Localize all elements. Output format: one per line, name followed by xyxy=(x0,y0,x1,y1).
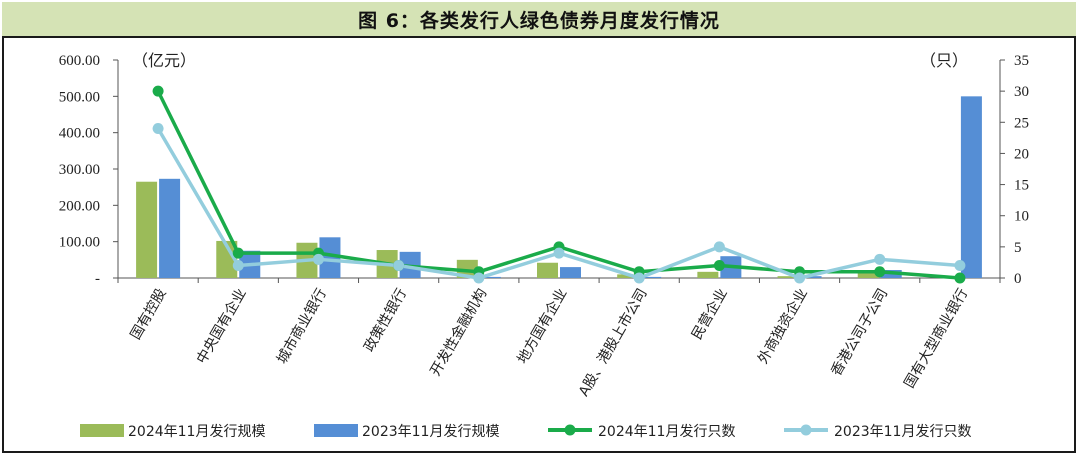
series-point-2023 xyxy=(393,260,405,272)
right-tick-label: 5 xyxy=(1014,240,1022,256)
bar-2024 xyxy=(697,271,719,278)
legend-label: 2023年11月发行规模 xyxy=(362,424,499,440)
series-point-2024 xyxy=(713,260,725,272)
series-point-2023 xyxy=(713,241,725,253)
category-label: 开发性金融机构 xyxy=(427,286,490,379)
bar-2023 xyxy=(960,96,982,278)
category-label: 地方国有企业 xyxy=(514,286,571,367)
series-point-2023 xyxy=(874,253,886,265)
legend-swatch-dot xyxy=(800,424,812,436)
bar-2023 xyxy=(159,178,181,278)
series-point-2023 xyxy=(232,260,244,272)
category-label: A股、港股上市公司 xyxy=(575,286,651,400)
series-point-2023 xyxy=(312,253,324,265)
left-tick-label: 100.00 xyxy=(59,235,100,251)
chart-title: 图 6：各类发行人绿色债券月度发行情况 xyxy=(358,9,720,32)
category-label: 外商独资企业 xyxy=(754,286,811,367)
bar-2023 xyxy=(479,276,501,278)
right-tick-label: 15 xyxy=(1014,178,1029,194)
left-tick-label: 400.00 xyxy=(59,126,100,142)
series-point-2023 xyxy=(794,272,806,284)
category-label: 香港公司子公司 xyxy=(828,286,891,379)
category-label: 中央国有企业 xyxy=(193,286,250,367)
right-tick-label: 20 xyxy=(1014,146,1029,162)
series-point-2024 xyxy=(232,247,244,259)
legend-label: 2024年11月发行规模 xyxy=(128,424,265,440)
left-tick-label: 500.00 xyxy=(59,89,100,105)
category-label: 政策性银行 xyxy=(360,286,410,355)
category-label: 国有大型商业银行 xyxy=(902,286,972,391)
legend-label: 2023年11月发行只数 xyxy=(834,424,971,440)
bar-2024 xyxy=(537,262,558,278)
legend-swatch-bar xyxy=(314,424,358,437)
right-tick-label: 25 xyxy=(1014,115,1029,131)
series-point-2024 xyxy=(874,266,886,278)
left-tick-label: - xyxy=(95,271,100,287)
legend-swatch-bar xyxy=(80,424,124,437)
bar-2024 xyxy=(136,181,158,278)
bar-2023 xyxy=(319,237,341,278)
left-axis-unit: （亿元） xyxy=(132,51,196,70)
right-tick-label: 30 xyxy=(1014,84,1029,100)
bar-2024 xyxy=(216,240,238,278)
series-point-2023 xyxy=(553,247,565,259)
series-point-2023 xyxy=(152,123,164,135)
legend-label: 2024年11月发行只数 xyxy=(598,424,735,440)
series-point-2024 xyxy=(152,85,164,97)
category-label: 国有控股 xyxy=(128,286,170,342)
series-point-2023 xyxy=(954,260,966,272)
bar-2023 xyxy=(640,276,662,278)
left-tick-label: 200.00 xyxy=(59,198,100,214)
bar-2024 xyxy=(777,276,799,278)
bar-2024 xyxy=(456,259,478,278)
left-tick-label: 300.00 xyxy=(59,162,100,178)
series-point-2023 xyxy=(633,272,645,284)
legend-swatch-dot xyxy=(564,424,576,436)
series-point-2024 xyxy=(954,272,966,284)
right-tick-label: 0 xyxy=(1014,271,1022,287)
left-tick-label: 600.00 xyxy=(59,53,100,69)
chart-title-bar: 图 6：各类发行人绿色债券月度发行情况 xyxy=(2,2,1076,38)
bar-2023 xyxy=(560,267,581,278)
right-tick-label: 10 xyxy=(1014,209,1029,225)
category-label: 城市商业银行 xyxy=(273,286,330,367)
series-point-2023 xyxy=(473,272,485,284)
right-tick-label: 35 xyxy=(1014,53,1029,69)
category-label: 民营企业 xyxy=(688,286,731,343)
bar-2024 xyxy=(857,270,879,278)
right-axis-unit: （只） xyxy=(920,51,968,70)
